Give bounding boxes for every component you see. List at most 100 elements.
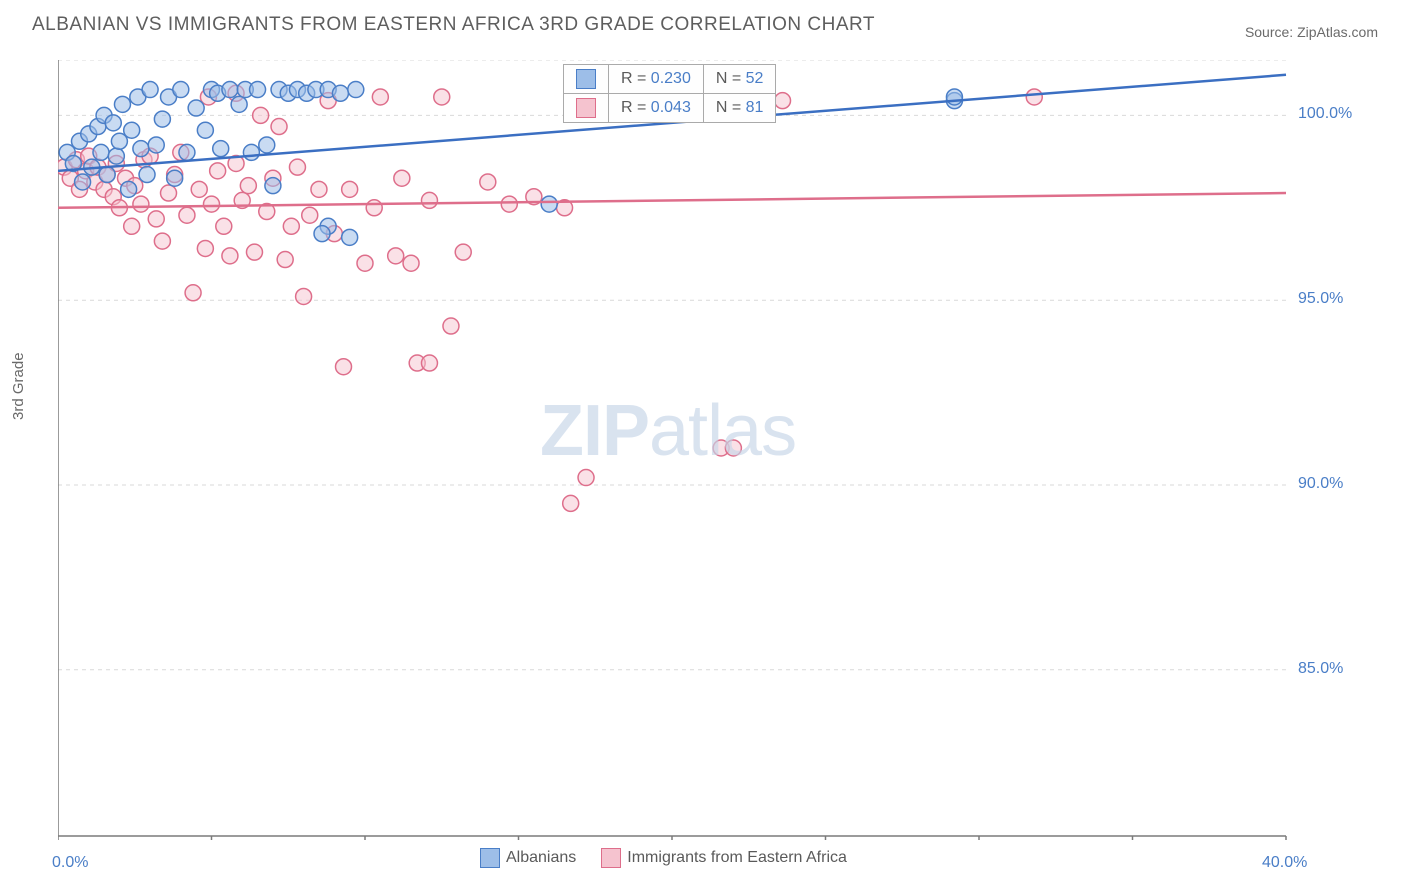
data-point xyxy=(253,107,269,123)
data-point xyxy=(222,248,238,264)
data-point xyxy=(121,181,137,197)
legend-swatch-cell xyxy=(564,94,609,123)
scatter-chart xyxy=(58,60,1368,840)
data-point xyxy=(139,167,155,183)
data-point xyxy=(311,181,327,197)
data-point xyxy=(357,255,373,271)
data-point xyxy=(167,170,183,186)
legend-n-cell: N = 52 xyxy=(703,65,776,94)
data-point xyxy=(946,89,962,105)
n-value: 81 xyxy=(746,99,764,116)
data-point xyxy=(434,89,450,105)
data-point xyxy=(75,174,91,190)
data-point xyxy=(222,82,238,98)
data-point xyxy=(124,122,140,138)
legend-label: Albanians xyxy=(506,849,576,867)
data-point xyxy=(133,196,149,212)
data-point xyxy=(314,226,330,242)
r-value: 0.230 xyxy=(651,70,691,87)
data-point xyxy=(213,141,229,157)
data-point xyxy=(302,207,318,223)
data-point xyxy=(114,96,130,112)
source-prefix: Source: xyxy=(1245,24,1297,40)
data-point xyxy=(148,211,164,227)
r-value: 0.043 xyxy=(651,99,691,116)
data-point xyxy=(108,148,124,164)
data-point xyxy=(775,93,791,109)
y-tick-label: 90.0% xyxy=(1298,475,1343,493)
data-point xyxy=(342,229,358,245)
legend-r-cell: R = 0.043 xyxy=(609,94,704,123)
data-point xyxy=(541,196,557,212)
data-point xyxy=(179,207,195,223)
data-point xyxy=(283,218,299,234)
legend-item: Albanians xyxy=(480,848,576,868)
legend-r-cell: R = 0.230 xyxy=(609,65,704,94)
chart-area: 0.0%40.0%85.0%90.0%95.0%100.0%R = 0.230N… xyxy=(58,60,1368,840)
data-point xyxy=(725,440,741,456)
legend-swatch xyxy=(601,848,621,868)
data-point xyxy=(93,144,109,160)
data-point xyxy=(124,218,140,234)
data-point xyxy=(342,181,358,197)
data-point xyxy=(204,196,220,212)
data-point xyxy=(161,185,177,201)
y-tick-label: 100.0% xyxy=(1298,105,1352,123)
data-point xyxy=(240,178,256,194)
data-point xyxy=(231,96,247,112)
data-point xyxy=(563,495,579,511)
data-point xyxy=(142,82,158,98)
data-point xyxy=(289,159,305,175)
data-point xyxy=(243,144,259,160)
data-point xyxy=(154,233,170,249)
data-point xyxy=(148,137,164,153)
data-point xyxy=(332,85,348,101)
n-value: 52 xyxy=(746,70,764,87)
y-tick-label: 95.0% xyxy=(1298,290,1343,308)
data-point xyxy=(246,244,262,260)
data-point xyxy=(501,196,517,212)
legend-n-cell: N = 81 xyxy=(703,94,776,123)
data-point xyxy=(366,200,382,216)
data-point xyxy=(394,170,410,186)
data-point xyxy=(216,218,232,234)
data-point xyxy=(388,248,404,264)
x-tick-label: 40.0% xyxy=(1262,854,1307,872)
source-link[interactable]: ZipAtlas.com xyxy=(1297,24,1378,40)
data-point xyxy=(105,115,121,131)
data-point xyxy=(271,119,287,135)
data-point xyxy=(133,141,149,157)
data-point xyxy=(265,178,281,194)
data-point xyxy=(403,255,419,271)
data-point xyxy=(421,192,437,208)
data-point xyxy=(336,359,352,375)
y-tick-label: 85.0% xyxy=(1298,660,1343,678)
data-point xyxy=(480,174,496,190)
data-point xyxy=(277,252,293,268)
data-point xyxy=(259,137,275,153)
data-point xyxy=(443,318,459,334)
legend-swatch xyxy=(576,98,596,118)
x-tick-label: 0.0% xyxy=(52,854,88,872)
data-point xyxy=(250,82,266,98)
data-point xyxy=(191,181,207,197)
data-point xyxy=(173,82,189,98)
data-point xyxy=(1026,89,1042,105)
legend-label: Immigrants from Eastern Africa xyxy=(627,849,847,867)
data-point xyxy=(197,240,213,256)
y-axis-label: 3rd Grade xyxy=(10,352,27,420)
source-attribution: Source: ZipAtlas.com xyxy=(1245,24,1378,40)
data-point xyxy=(210,163,226,179)
data-point xyxy=(578,470,594,486)
data-point xyxy=(99,167,115,183)
legend-swatch xyxy=(480,848,500,868)
data-point xyxy=(348,82,364,98)
data-point xyxy=(185,285,201,301)
chart-title: ALBANIAN VS IMMIGRANTS FROM EASTERN AFRI… xyxy=(32,14,875,36)
legend-swatch-cell xyxy=(564,65,609,94)
data-point xyxy=(179,144,195,160)
data-point xyxy=(372,89,388,105)
data-point xyxy=(197,122,213,138)
data-point xyxy=(154,111,170,127)
data-point xyxy=(296,288,312,304)
